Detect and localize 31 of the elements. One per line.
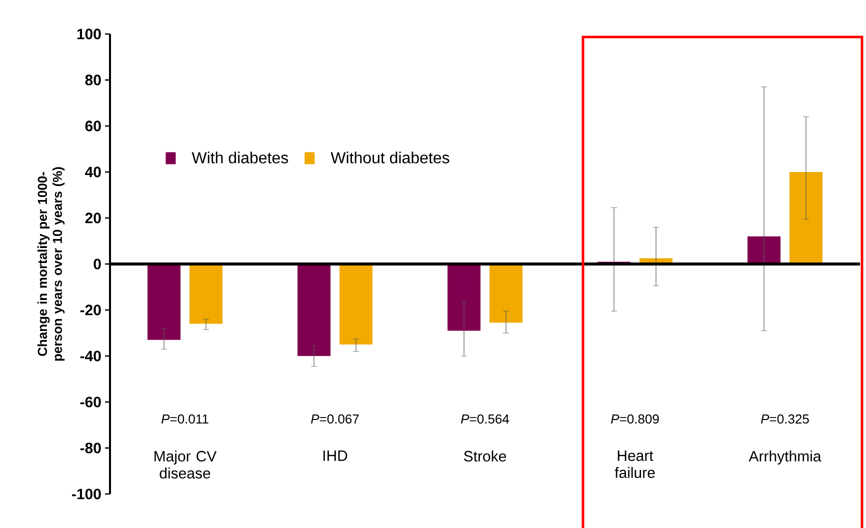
- x-tick-label: IHD: [323, 450, 348, 461]
- annotation: P=0.809: [611, 414, 659, 424]
- legend-label: With diabetes: [192, 152, 288, 164]
- y-tick-label: 0: [94, 258, 101, 270]
- annotation: P=0.564: [461, 414, 510, 424]
- y-tick-label: -40: [80, 350, 101, 362]
- bar: [490, 264, 523, 323]
- y-tick-label: 20: [85, 212, 101, 224]
- annotation: P=0.067: [311, 414, 359, 424]
- bar: [448, 264, 481, 331]
- bar: [748, 236, 781, 264]
- x-tick-label: Heart failure: [614, 450, 655, 478]
- y-axis-title: Change in mortality per 1000-person years over 10 years (%): [37, 167, 65, 361]
- y-tick-label: 60: [85, 120, 101, 132]
- legend-label: Without diabetes: [330, 152, 450, 164]
- bar: [298, 264, 331, 356]
- annotation: P=0.325: [761, 414, 809, 424]
- y-tick-label: 40: [85, 166, 101, 178]
- bar: [190, 264, 223, 324]
- y-tick-label: 100: [77, 28, 101, 40]
- x-tick-label: Major CV disease: [154, 450, 217, 479]
- bar: [340, 264, 373, 344]
- x-tick-label: Arrhythmia: [748, 450, 822, 465]
- y-tick-label: 80: [85, 74, 101, 86]
- bar: [148, 264, 180, 340]
- y-tick-label: -100: [72, 488, 101, 500]
- y-tick-label: -60: [80, 396, 101, 408]
- y-tick-label: -80: [80, 442, 101, 454]
- annotation: P=0.011: [161, 414, 208, 424]
- y-tick-label: -20: [80, 304, 101, 316]
- x-tick-label: Stroke: [464, 450, 506, 462]
